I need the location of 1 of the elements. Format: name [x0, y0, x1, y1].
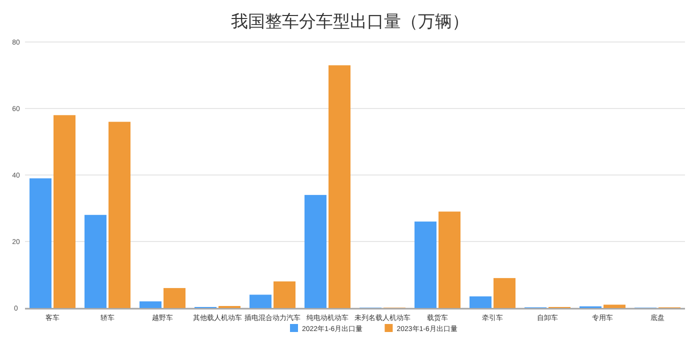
title: 我国整车分车型出口量（万辆） [231, 12, 469, 31]
